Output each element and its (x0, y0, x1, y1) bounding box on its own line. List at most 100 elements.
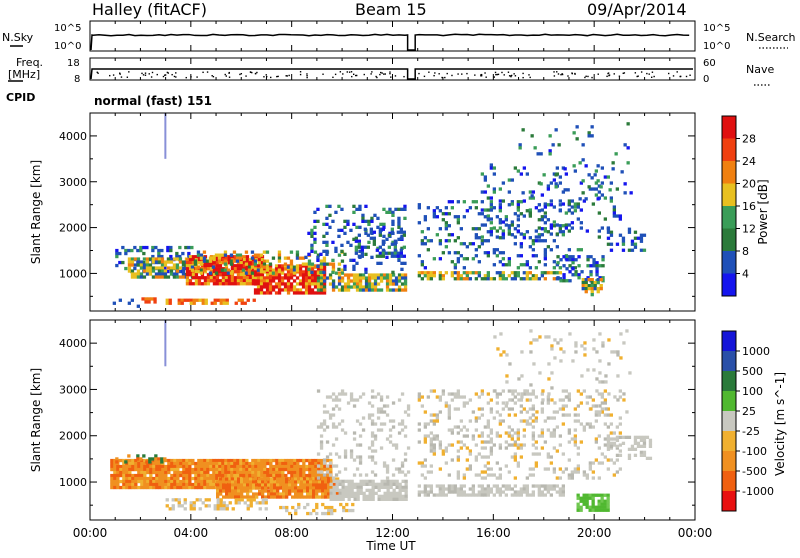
range-gate-cell (364, 285, 369, 289)
range-gate-cell (568, 279, 572, 283)
range-gate-cell (306, 477, 310, 481)
colorbar-tick-label: 16 (742, 200, 756, 213)
range-gate-cell (571, 359, 575, 363)
range-gate-cell (232, 259, 237, 263)
range-gate-cell (382, 461, 387, 465)
range-gate-cell (633, 242, 638, 246)
nave-point (679, 75, 682, 78)
range-gate-cell (462, 434, 466, 438)
range-gate-cell (235, 256, 240, 260)
range-gate-cell (459, 227, 463, 231)
range-gate-cell (391, 222, 395, 226)
range-gate-cell (239, 261, 244, 265)
range-gate-cell (347, 479, 351, 483)
range-gate-cell (285, 483, 289, 487)
range-gate-cell (157, 269, 162, 273)
range-gate-cell (373, 449, 378, 453)
range-gate-cell (582, 499, 586, 503)
range-gate-cell (163, 260, 168, 264)
range-gate-cell (581, 281, 585, 285)
range-gate-cell (211, 265, 216, 269)
nsearch-label: N.Search (746, 31, 796, 44)
range-gate-cell (579, 401, 583, 405)
range-gate-cell (173, 461, 177, 466)
range-gate-cell (307, 273, 312, 277)
range-gate-cell (581, 278, 585, 282)
range-gate-cell (167, 470, 171, 475)
range-gate-cell (373, 273, 378, 277)
range-gate-cell (540, 428, 544, 432)
range-gate-cell (252, 483, 256, 487)
range-gate-cell (173, 470, 177, 475)
range-gate-cell (552, 428, 556, 432)
range-gate-cell (552, 434, 556, 438)
range-gate-cell (233, 276, 238, 280)
range-gate-cell (264, 507, 268, 511)
range-gate-cell (242, 464, 246, 469)
range-gate-cell (190, 265, 195, 269)
range-gate-cell (343, 231, 347, 235)
range-gate-cell (450, 274, 454, 278)
range-gate-cell (349, 228, 353, 232)
range-gate-cell (209, 467, 213, 472)
range-gate-cell (495, 271, 499, 275)
range-gate-cell (532, 338, 536, 342)
range-gate-cell (355, 261, 359, 265)
range-gate-cell (563, 167, 567, 171)
range-gate-cell (116, 485, 120, 490)
range-gate-cell (266, 473, 270, 478)
range-gate-cell (537, 233, 541, 237)
range-gate-cell (386, 491, 390, 495)
range-gate-cell (227, 470, 231, 475)
nave-label: Nave (746, 63, 774, 76)
range-gate-cell (242, 470, 246, 475)
range-gate-cell (507, 407, 511, 411)
range-gate-cell (206, 264, 211, 268)
range-gate-cell (633, 435, 638, 439)
range-gate-cell (403, 410, 408, 414)
range-gate-cell (510, 389, 514, 393)
range-gate-cell (313, 240, 317, 244)
range-gate-cell (209, 458, 213, 463)
range-gate-cell (417, 203, 421, 207)
range-gate-cell (543, 248, 547, 252)
range-gate-cell (320, 473, 324, 478)
nave-point (381, 72, 383, 74)
range-gate-cell (197, 279, 202, 283)
range-gate-cell (367, 288, 372, 292)
range-gate-cell (520, 392, 524, 396)
range-gate-cell (541, 389, 545, 393)
range-gate-cell (286, 279, 291, 283)
range-gate-cell (178, 257, 183, 261)
range-gate-cell (179, 461, 183, 466)
range-gate-cell (304, 267, 309, 271)
range-gate-cell (546, 395, 550, 399)
range-gate-cell (516, 271, 520, 275)
range-gate-cell (262, 267, 267, 271)
range-gate-cell (426, 274, 430, 278)
range-gate-cell (606, 502, 610, 506)
range-gate-cell (501, 251, 505, 255)
range-gate-cell (282, 480, 286, 484)
range-gate-cell (623, 143, 627, 147)
range-gate-cell (289, 282, 294, 286)
range-gate-cell (342, 505, 346, 510)
range-gate-cell (597, 505, 601, 509)
range-gate-cell (145, 272, 150, 276)
range-gate-cell (310, 228, 314, 232)
range-gate-cell (319, 259, 324, 263)
range-gate-cell (489, 217, 493, 221)
range-tick-label: 4000 (59, 337, 87, 350)
range-gate-cell (504, 223, 508, 227)
range-gate-cell (444, 239, 448, 243)
range-gate-cell (337, 228, 341, 232)
range-gate-cell (586, 255, 590, 259)
range-gate-cell (370, 273, 375, 277)
range-gate-cell (337, 204, 341, 208)
range-gate-cell (432, 434, 436, 438)
range-gate-cell (382, 234, 386, 238)
range-gate-cell (486, 392, 490, 396)
range-gate-cell (264, 501, 268, 505)
range-gate-cell (600, 410, 604, 414)
